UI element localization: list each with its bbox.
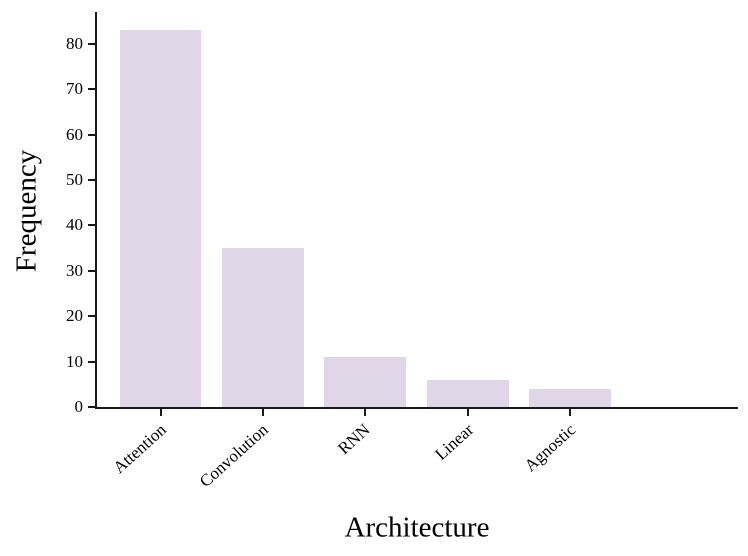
y-tick-label-70: 70 [66, 79, 83, 98]
y-tick-label-60: 60 [66, 125, 83, 144]
y-tick-label-0: 0 [74, 397, 84, 416]
y-tick-80 [88, 43, 95, 45]
bar-attention [119, 30, 202, 407]
x-axis-title: Architecture [344, 511, 490, 544]
bar-agnostic [529, 388, 611, 407]
y-tick-label-20: 20 [66, 306, 83, 325]
y-tick-label-50: 50 [66, 170, 83, 189]
y-tick-label-40: 40 [66, 215, 83, 234]
x-tick-label-attention: Attention [109, 420, 170, 478]
y-tick-label-80: 80 [66, 34, 83, 53]
x-tick-rnn [364, 409, 366, 416]
y-tick-70 [88, 88, 95, 90]
bar-linear [426, 379, 509, 407]
y-axis-spine [95, 12, 97, 409]
y-axis-title: Frequency [10, 149, 43, 273]
x-axis-spine [95, 407, 738, 409]
x-tick-convolution [262, 409, 264, 416]
bar-convolution [222, 248, 304, 407]
x-tick-label-agnostic: Agnostic [520, 420, 579, 476]
x-tick-label-linear: Linear [431, 420, 477, 464]
x-tick-linear [467, 409, 469, 416]
y-tick-50 [88, 179, 95, 181]
y-tick-60 [88, 134, 95, 136]
y-tick-10 [88, 361, 95, 363]
x-tick-agnostic [569, 409, 571, 416]
x-tick-attention [160, 409, 162, 416]
y-tick-40 [88, 224, 95, 226]
x-tick-label-rnn: RNN [334, 420, 374, 459]
bar-rnn [324, 357, 407, 407]
y-tick-30 [88, 270, 95, 272]
y-tick-label-30: 30 [66, 261, 83, 280]
y-tick-label-10: 10 [66, 352, 83, 371]
y-tick-0 [88, 406, 95, 408]
x-tick-label-convolution: Convolution [195, 420, 272, 492]
y-tick-20 [88, 315, 95, 317]
